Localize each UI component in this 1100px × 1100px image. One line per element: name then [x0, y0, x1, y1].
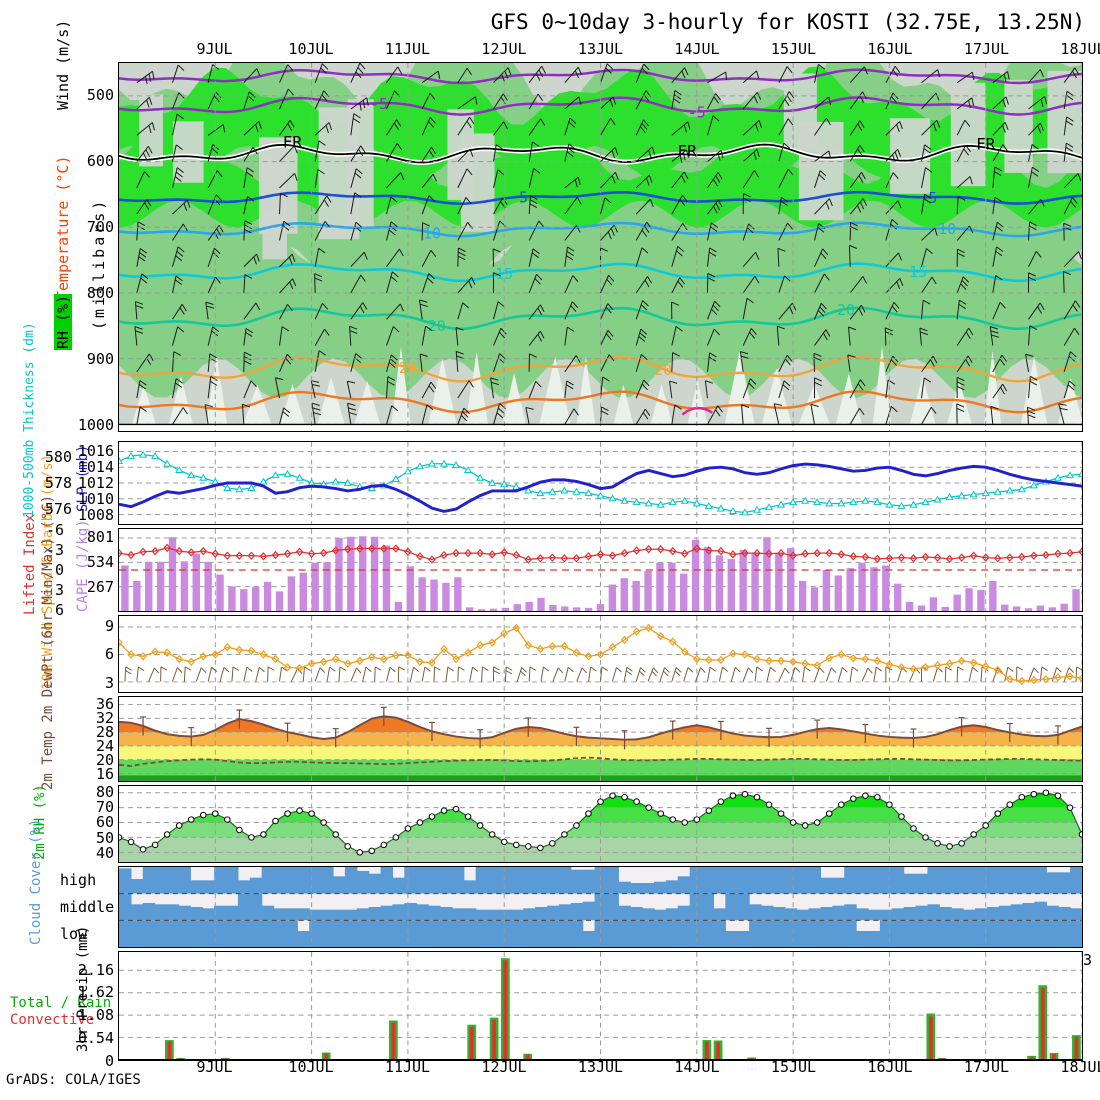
svg-text:20: 20 [428, 317, 446, 335]
ytick-temp-16: 16 [95, 765, 114, 784]
svg-text:10: 10 [423, 225, 441, 243]
x-tick-10jul: 10JUL [288, 40, 334, 58]
svg-text:20: 20 [837, 301, 855, 319]
panel-3hr-precip [118, 951, 1083, 1061]
cloud-row-low: low [60, 925, 88, 944]
ytick-mb-500: 500 [86, 86, 114, 105]
x-tick-17jul: 17JUL [963, 1058, 1010, 1076]
ytick-temp-36: 36 [95, 694, 114, 713]
ytick-wind-9: 9 [104, 617, 114, 636]
x-tick-9jul: 9JUL [196, 1058, 233, 1076]
cloud-row-high: high [60, 870, 97, 889]
x-tick-12jul: 12JUL [481, 1058, 527, 1076]
svg-text:10: 10 [938, 220, 956, 238]
ytick-temp-24: 24 [95, 737, 114, 756]
ytick-precip-1.62: 1.62 [77, 983, 114, 1002]
x-tick-15jul: 15JUL [770, 1058, 817, 1076]
x-tick-12jul: 12JUL [481, 40, 527, 58]
svg-text:-5: -5 [370, 95, 388, 113]
ytick-slp-1008: 1008 [77, 506, 114, 525]
panel-2m-temperature [118, 696, 1083, 782]
ytick-thickness-576: 576 [44, 500, 72, 519]
svg-text:15: 15 [495, 265, 513, 283]
x-tick-9jul: 9JUL [196, 40, 233, 58]
x-tick-16jul: 16JUL [867, 40, 913, 58]
ytick-temp-32: 32 [95, 708, 114, 727]
ytick-mb-1000: 1000 [77, 416, 114, 435]
cloud-row-middle: middle [60, 898, 115, 916]
x-tick-14jul: 14JUL [674, 40, 720, 58]
x-tick-15jul: 15JUL [770, 40, 817, 58]
svg-text:5: 5 [928, 189, 937, 207]
ytick-li--6: -6 [45, 521, 64, 539]
x-tick-16jul: 16JUL [867, 1058, 913, 1076]
ytick-slp-1012: 1012 [77, 474, 114, 492]
ytick-cape-801: 801 [86, 528, 114, 547]
svg-text:FR: FR [678, 141, 698, 160]
ytick-li-0: 0 [54, 561, 64, 579]
x-tick-14jul: 14JUL [674, 1058, 720, 1076]
svg-text:5: 5 [519, 189, 528, 207]
ytick-precip-0: 0 [104, 1052, 114, 1070]
x-tick-18jul: 18JUL [1060, 40, 1100, 58]
ytick-precip-0.54: 0.54 [77, 1029, 114, 1048]
ytick-rh-70: 70 [95, 798, 114, 817]
ytick-cape-267: 267 [86, 578, 114, 597]
ytick-precip-1.08: 1.08 [77, 1006, 114, 1025]
legend-precip-convective: Convective [10, 1012, 95, 1028]
ytick-rh-60: 60 [95, 813, 114, 832]
panel-cloud-cover [118, 866, 1083, 948]
legend-precip-total: Total / Rain [10, 995, 112, 1011]
ytick-mb-800: 800 [86, 284, 114, 303]
ytick-wind-6: 6 [104, 645, 114, 664]
ytick-li-6: 6 [54, 601, 64, 619]
panel-slp-thickness [118, 441, 1083, 525]
ytick-li-3: 3 [54, 581, 64, 599]
page-title: GFS 0~10day 3-hourly for KOSTI (32.75E, … [490, 10, 1085, 34]
ytick-slp-1014: 1014 [77, 457, 114, 476]
x-tick-13jul: 13JUL [577, 40, 624, 58]
ytick-thickness-578: 578 [44, 474, 72, 492]
panel-upper-air: -5-5FRFRFR551010151520202020 [118, 62, 1083, 432]
x-tick-17jul: 17JUL [963, 40, 1010, 58]
ytick-thickness-580: 580 [44, 447, 72, 466]
svg-text:15: 15 [909, 263, 927, 281]
x-tick-10jul: 10JUL [288, 1058, 334, 1076]
x-tick-11jul: 11JUL [384, 1058, 431, 1076]
credit-label: GrADS: COLA/IGES [6, 1072, 141, 1088]
ytick-rh-40: 40 [95, 844, 114, 863]
panel-2m-rh [118, 785, 1083, 863]
panel-cape-lifted-index [118, 528, 1083, 612]
x-tick-11jul: 11JUL [384, 40, 431, 58]
x-tick-18jul: 18JUL [1060, 1058, 1100, 1076]
ytick-mb-900: 900 [86, 350, 114, 369]
ytick-slp-1010: 1010 [77, 490, 114, 509]
svg-text:20: 20 [654, 361, 672, 379]
ytick-temp-28: 28 [95, 722, 114, 741]
ytick-li--3: -3 [45, 541, 64, 559]
ytick-slp-1016: 1016 [77, 441, 114, 460]
axis-title-cloud-cover: Cloud Cover (%) [28, 818, 44, 945]
ytick-precip-2.16: 2.16 [77, 960, 114, 979]
ytick-rh-80: 80 [95, 782, 114, 801]
ytick-mb-600: 600 [86, 152, 114, 171]
svg-text:FR: FR [283, 133, 303, 152]
panel-10m-wind [118, 615, 1083, 693]
ytick-rh-50: 50 [95, 828, 114, 847]
ytick-cape-534: 534 [86, 553, 114, 572]
ytick-wind-3: 3 [104, 673, 114, 692]
x-tick-13jul: 13JUL [577, 1058, 624, 1076]
ytick-mb-700: 700 [86, 218, 114, 237]
ytick-temp-20: 20 [95, 751, 114, 770]
